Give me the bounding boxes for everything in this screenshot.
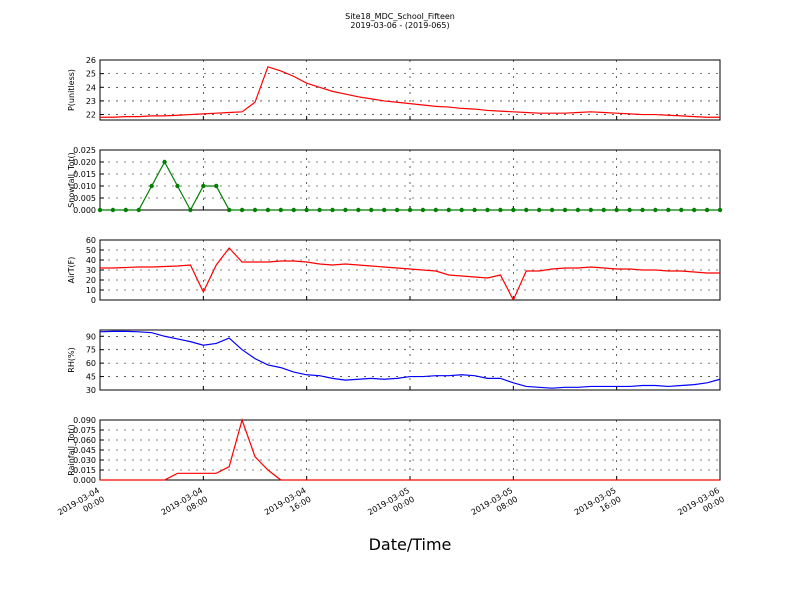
y-tick-label: 0.075 <box>73 426 96 435</box>
data-point <box>394 207 400 213</box>
data-point <box>278 207 284 213</box>
data-point <box>136 207 141 213</box>
y-tick-label: 20 <box>86 276 96 285</box>
data-point <box>575 207 581 213</box>
y-tick-label: 40 <box>86 256 96 265</box>
y-tick-label: 0.000 <box>73 476 96 485</box>
data-point <box>653 207 658 213</box>
data-point <box>601 207 606 213</box>
y-tick-label: 0.000 <box>73 206 96 215</box>
y-tick-label: 10 <box>86 286 96 295</box>
data-point <box>472 207 477 213</box>
data-point <box>239 207 245 213</box>
data-point <box>97 207 103 213</box>
data-point <box>666 207 671 213</box>
y-tick-label: 0.090 <box>73 416 96 425</box>
data-point <box>498 207 503 213</box>
chart-title: Site18_MDC_School_Fifteen <box>345 12 455 21</box>
data-point <box>588 207 594 213</box>
y-tick-label: 24 <box>86 83 96 92</box>
y-axis-label: P(unitless) <box>67 69 76 111</box>
data-point <box>717 207 723 213</box>
y-tick-label: 0.020 <box>73 158 96 167</box>
data-point <box>420 207 426 213</box>
y-tick-label: 22 <box>86 111 96 120</box>
data-point <box>407 207 413 213</box>
data-point <box>562 207 568 213</box>
y-tick-label: 90 <box>86 332 96 341</box>
data-point <box>265 207 271 213</box>
data-point <box>381 207 387 213</box>
data-point <box>549 207 555 213</box>
y-tick-label: 0.015 <box>73 170 96 179</box>
data-line <box>100 66 720 118</box>
data-point <box>614 207 619 213</box>
data-point <box>679 207 684 213</box>
y-tick-label: 0 <box>91 296 96 305</box>
data-point <box>162 159 167 165</box>
data-point <box>433 207 439 213</box>
data-point <box>524 207 529 213</box>
y-axis-label: RH(%) <box>67 347 76 372</box>
data-point <box>369 207 374 213</box>
y-tick-label: 60 <box>86 236 96 245</box>
data-point <box>304 207 309 213</box>
data-point <box>343 207 348 213</box>
data-point <box>691 207 697 213</box>
data-point <box>214 183 219 189</box>
x-axis-label: Date/Time <box>369 535 452 554</box>
y-tick-label: 60 <box>86 359 96 368</box>
data-point <box>291 207 296 213</box>
data-point <box>704 207 710 213</box>
y-tick-label: 0.025 <box>73 146 96 155</box>
data-point <box>201 183 206 189</box>
data-line <box>100 247 720 302</box>
data-point <box>149 183 154 189</box>
data-point <box>536 207 542 213</box>
data-point <box>640 207 645 213</box>
y-tick-label: 0.005 <box>73 194 96 203</box>
data-point <box>330 207 335 213</box>
y-tick-label: 26 <box>86 56 96 65</box>
data-point <box>627 207 632 213</box>
data-point <box>317 207 322 213</box>
data-point <box>110 207 116 213</box>
y-tick-label: 30 <box>86 386 96 395</box>
data-line <box>99 330 721 389</box>
data-point <box>123 207 129 213</box>
data-point <box>511 207 516 213</box>
y-axis-label: Rainfall_Tot() <box>67 424 76 476</box>
y-tick-label: 50 <box>86 246 96 255</box>
y-tick-label: 0.010 <box>73 182 96 191</box>
data-line <box>100 417 720 481</box>
y-tick-label: 23 <box>86 97 96 106</box>
chart-subtitle: 2019-03-06 - (2019-065) <box>350 21 449 30</box>
data-point <box>356 207 361 213</box>
y-tick-label: 30 <box>86 266 96 275</box>
y-tick-label: 0.045 <box>73 446 96 455</box>
y-tick-label: 45 <box>86 373 96 382</box>
y-tick-label: 0.030 <box>73 456 96 465</box>
data-point <box>485 207 490 213</box>
y-tick-label: 75 <box>86 346 96 355</box>
data-point <box>188 207 193 213</box>
y-tick-label: 0.060 <box>73 436 96 445</box>
data-point <box>226 207 232 213</box>
y-tick-label: 0.015 <box>73 466 96 475</box>
data-point <box>175 183 180 189</box>
data-point <box>459 207 464 213</box>
y-axis-label: AirT(F) <box>67 257 76 284</box>
data-point <box>252 207 258 213</box>
y-axis-label: Snowfall_Tot() <box>67 152 76 208</box>
data-point <box>446 207 451 213</box>
y-tick-label: 25 <box>86 70 96 79</box>
